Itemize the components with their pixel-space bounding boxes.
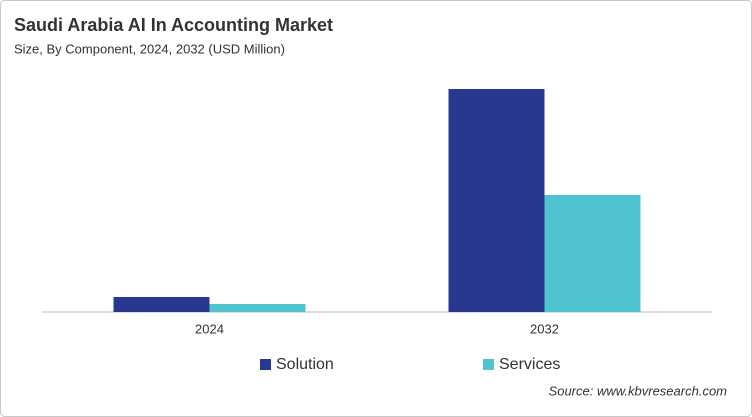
bar [544,195,641,312]
x-tick-label: 2032 [530,321,559,336]
legend-swatch [260,359,271,370]
legend-label: Solution [276,356,334,373]
legend-swatch [483,359,494,370]
chart-title: Saudi Arabia AI In Accounting Market [14,15,333,35]
source: Source: www.kbvresearch.com [549,383,728,398]
chart-subtitle: Size, By Component, 2024, 2032 (USD Mill… [14,41,285,56]
bar [113,297,210,312]
bar [448,89,545,312]
bar [209,304,306,312]
legend-label: Services [499,356,560,373]
x-tick-label: 2024 [195,321,224,336]
